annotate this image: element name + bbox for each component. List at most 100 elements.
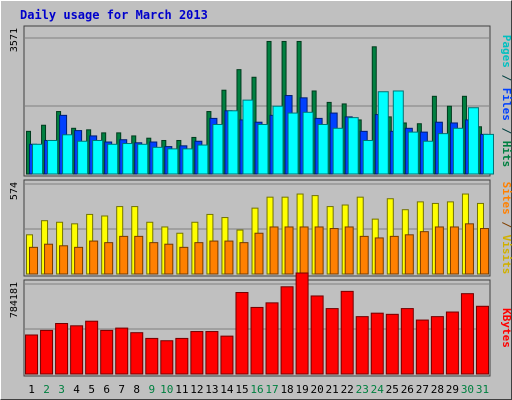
visits-sites-bar [479,228,489,275]
visits-legend-part: Visits [500,235,512,275]
hits-pages-bar [137,143,149,175]
hits-legend-part: / [500,68,512,88]
visits-sites-bar [329,228,339,275]
visits-sites-bar [374,237,384,275]
visits-sites-bar [209,240,219,275]
visits-legend-label: Sites / Visits [500,182,512,275]
kbytes-kbytes-bar [460,293,474,375]
day-label: 25 [386,383,399,396]
hits-pages-bar [287,112,299,175]
hits-pages-bar [77,140,89,175]
visits-sites-bar [134,235,144,275]
hits-pages-bar [197,144,209,175]
kbytes-kbytes-bar [280,286,294,375]
visits-sites-bar [164,243,174,275]
visits-sites-bar [179,246,189,275]
hits-pages-bar [422,140,434,175]
visits-sites-bar [284,226,294,275]
day-label: 1 [28,383,35,396]
day-label: 23 [356,383,369,396]
hits-hits-bar [371,46,377,175]
kbytes-kbytes-bar [295,272,309,375]
visits-sites-bar [314,226,324,275]
kbytes-kbytes-bar [40,329,54,375]
day-label: 24 [371,383,385,396]
hits-legend-label: Pages / Files / Hits [500,35,512,168]
day-label: 5 [88,383,95,396]
day-label: 30 [461,383,474,396]
visits-sites-bar [224,240,234,275]
day-label: 9 [148,383,155,396]
hits-pages-bar [122,143,134,175]
day-label: 22 [341,383,354,396]
day-label: 29 [446,383,459,396]
hits-legend-part: / [500,121,512,141]
hits-ytick-label: 3571 [9,28,20,52]
day-label: 8 [133,383,140,396]
kbytes-kbytes-bar [190,331,204,375]
day-label: 10 [160,383,173,396]
kbytes-kbytes-bar [55,323,69,375]
visits-sites-bar [59,245,69,275]
kbytes-legend-label: KBytes [500,308,512,348]
visits-sites-bar [269,226,279,275]
kbytes-kbytes-bar [475,305,489,375]
hits-pages-bar [167,148,179,175]
visits-sites-bar [149,242,159,275]
kbytes-kbytes-bar [175,337,189,375]
kbytes-kbytes-bar [430,316,444,375]
hits-hits-bar [266,40,272,175]
day-label: 12 [190,383,203,396]
visits-sites-bar [299,226,309,275]
visits-sites-bar [89,240,99,275]
day-label: 3 [58,383,65,396]
kbytes-kbytes-bar [205,331,219,375]
day-label: 16 [250,383,263,396]
hits-pages-bar [92,139,104,175]
visits-ytick-label: 574 [9,182,20,200]
kbytes-kbytes-bar [25,334,39,375]
hits-legend-part: Files [500,88,512,121]
day-label: 18 [280,383,293,396]
hits-pages-bar [32,143,44,175]
visits-sites-bar [389,235,399,275]
hits-pages-bar [392,90,404,175]
hits-pages-bar [452,127,464,175]
visits-sites-bar [29,246,39,275]
kbytes-kbytes-bar [370,312,384,375]
visits-sites-bar [434,226,444,275]
hits-pages-bar [227,110,239,175]
hits-pages-bar [272,105,284,175]
hits-pages-bar [482,133,494,175]
visits-legend-part: Sites [500,182,512,215]
kbytes-kbytes-bar [385,313,399,375]
hits-pages-bar [212,123,224,175]
day-label: 28 [431,383,444,396]
visits-sites-bar [239,242,249,275]
day-label: 15 [235,383,248,396]
kbytes-kbytes-bar [355,316,369,375]
kbytes-kbytes-bar [265,302,279,375]
hits-pages-bar [62,134,74,175]
day-label: 31 [476,383,489,396]
hits-pages-bar [152,146,164,175]
hits-pages-bar [362,139,374,175]
kbytes-kbytes-bar [235,292,249,375]
hits-pages-bar [107,143,119,175]
visits-sites-bar [74,246,84,275]
hits-pages-bar [317,123,329,175]
kbytes-legend-part: KBytes [500,308,512,348]
kbytes-kbytes-bar [310,295,324,375]
kbytes-kbytes-bar [325,308,339,375]
visits-sites-bar [404,234,414,275]
hits-pages-bar [47,139,59,175]
day-label: 14 [220,383,234,396]
day-label: 4 [73,383,80,396]
visits-sites-bar [419,231,429,275]
visits-sites-bar [464,223,474,275]
day-label: 17 [265,383,278,396]
kbytes-kbytes-bar [145,337,159,375]
visits-legend-part: / [500,215,512,235]
hits-pages-bar [302,111,314,175]
hits-pages-bar [332,127,344,175]
